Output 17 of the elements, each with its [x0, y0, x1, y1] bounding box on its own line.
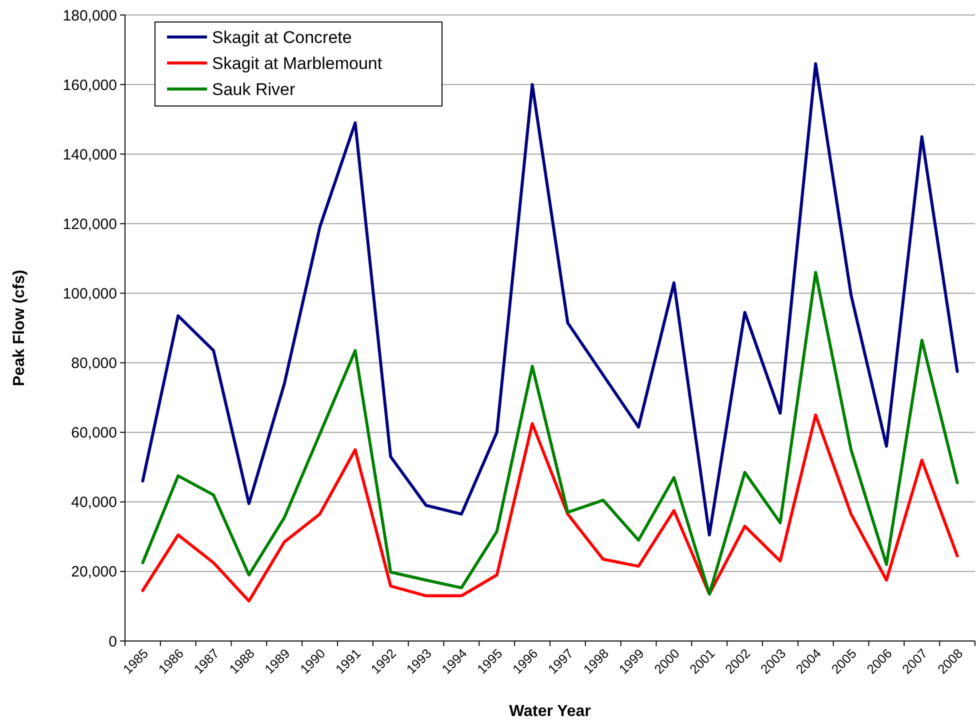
legend-label: Sauk River [212, 80, 296, 99]
y-tick-label: 180,000 [62, 7, 117, 24]
y-tick-label: 80,000 [71, 355, 117, 372]
y-tick-label: 100,000 [62, 285, 117, 302]
y-tick-label: 140,000 [62, 146, 117, 164]
legend-label: Skagit at Concrete [212, 28, 352, 47]
line-series [141, 413, 959, 603]
y-tick-label: 160,000 [62, 76, 117, 94]
x-axis-title: Water Year [509, 703, 591, 720]
y-tick-label: 60,000 [71, 424, 117, 442]
y-axis-title: Peak Flow (cfs) [11, 270, 28, 386]
y-tick-label: 0 [108, 633, 117, 650]
y-tick-label: 120,000 [62, 216, 117, 233]
legend-label: Skagit at Marblemount [212, 54, 382, 73]
y-tick-label: 40,000 [71, 494, 117, 512]
y-tick-label: 20,000 [71, 564, 117, 581]
line-series [141, 270, 959, 596]
